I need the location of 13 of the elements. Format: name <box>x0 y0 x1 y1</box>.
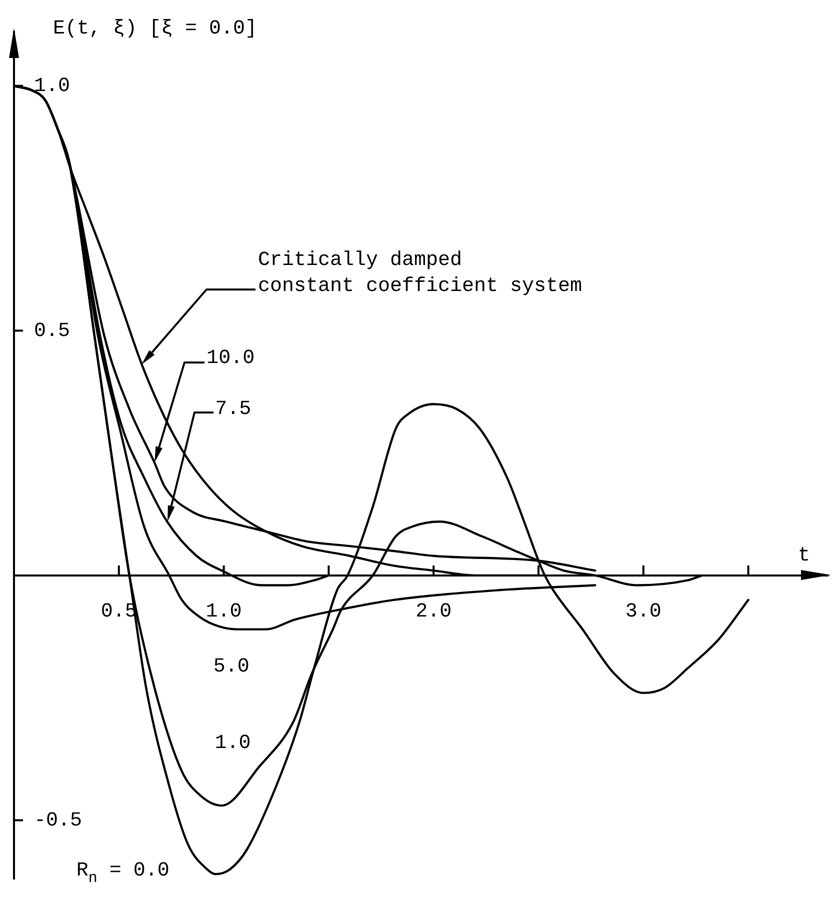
y-tick-label: -0.5 <box>34 810 82 833</box>
y-axis-title: E(t, ξ) [ξ = 0.0] <box>53 17 258 40</box>
series-label: 1.0 <box>214 732 251 755</box>
annotation: Critically damped constant coefficient system <box>258 249 582 298</box>
y-tick-label: 0.5 <box>34 320 70 343</box>
x-tick-label: 2.0 <box>416 600 452 624</box>
x-axis-title: t <box>798 544 810 568</box>
series-label: 5.0 <box>213 656 250 679</box>
y-tick-label: 1.0 <box>34 75 70 98</box>
annotation: 7.5 <box>215 398 252 421</box>
x-tick-label: 1.0 <box>206 600 242 624</box>
annotation: 10.0 <box>206 347 255 370</box>
x-tick-label: 3.0 <box>625 600 662 624</box>
